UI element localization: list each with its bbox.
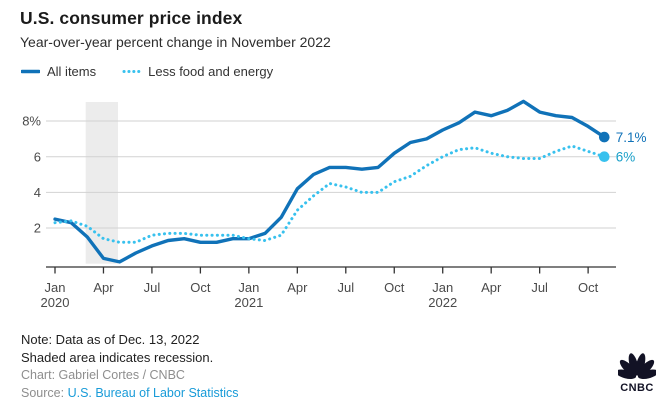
page-subtitle: Year-over-year percent change in Novembe…: [20, 34, 331, 50]
source-link[interactable]: U.S. Bureau of Labor Statistics: [67, 385, 239, 400]
x-axis-month-label: Apr: [481, 280, 502, 295]
y-axis-tick-label: 8%: [22, 114, 41, 129]
x-axis-year-label: 2021: [234, 295, 263, 310]
x-axis-month-label: Oct: [384, 280, 405, 295]
x-axis-month-label: Jul: [144, 280, 161, 295]
x-axis-month-label: Jan: [238, 280, 259, 295]
x-axis-month-label: Oct: [578, 280, 599, 295]
source-line: Source: U.S. Bureau of Labor Statistics: [21, 385, 238, 403]
cnbc-peacock-icon: [615, 353, 659, 379]
recession-shading: [85, 102, 119, 264]
source-prefix: Source:: [21, 385, 68, 400]
x-axis-month-label: Jan: [45, 280, 66, 295]
legend-label: Less food and energy: [148, 64, 274, 79]
legend-item-less-food-energy: Less food and energy: [122, 64, 273, 79]
dotted-line-swatch-icon: [122, 70, 142, 73]
note-line-2: Shaded area indicates recession.: [21, 350, 214, 365]
series-line-core: [53, 144, 606, 244]
legend-label: All items: [47, 64, 97, 79]
y-axis-tick-label: 4: [34, 185, 41, 200]
chart-credits: Chart: Gabriel Cortes / CNBC Source: U.S…: [21, 367, 238, 402]
x-axis-year-label: 2022: [428, 295, 457, 310]
x-axis-month-label: Jul: [531, 280, 548, 295]
x-axis-month-label: Apr: [93, 280, 114, 295]
x-axis-month-label: Jul: [337, 280, 354, 295]
series-end-value-label: 7.1%: [616, 130, 647, 145]
y-axis-tick-label: 2: [34, 221, 41, 236]
series-end-dot: [598, 131, 610, 143]
page-title: U.S. consumer price index: [20, 8, 243, 28]
series-end-value-label: 6%: [616, 150, 636, 165]
y-axis-tick-label: 6: [34, 149, 41, 164]
credit-line: Chart: Gabriel Cortes / CNBC: [21, 368, 185, 382]
chart-notes: Note: Data as of Dec. 13, 2022 Shaded ar…: [21, 331, 213, 367]
chart-area: 2 4 6 8% Jan 2020 Apr Jul Oct Jan 2021 Apr Jul Oct Jan…: [0, 95, 663, 330]
x-axis-month-label: Jan: [432, 280, 453, 295]
x-axis-month-label: Oct: [190, 280, 211, 295]
cnbc-logo: CNBC: [614, 345, 660, 394]
x-axis-year-label: 2020: [41, 295, 70, 310]
cnbc-logo-text: CNBC: [620, 382, 654, 394]
series-line-all-items: [53, 99, 606, 264]
solid-line-swatch-icon: [21, 69, 40, 74]
legend: All items Less food and energy: [21, 64, 273, 79]
note-line-1: Note: Data as of Dec. 13, 2022: [21, 332, 200, 347]
series-end-dot: [598, 151, 610, 163]
legend-item-all-items: All items: [21, 64, 96, 79]
x-axis-month-label: Apr: [287, 280, 308, 295]
